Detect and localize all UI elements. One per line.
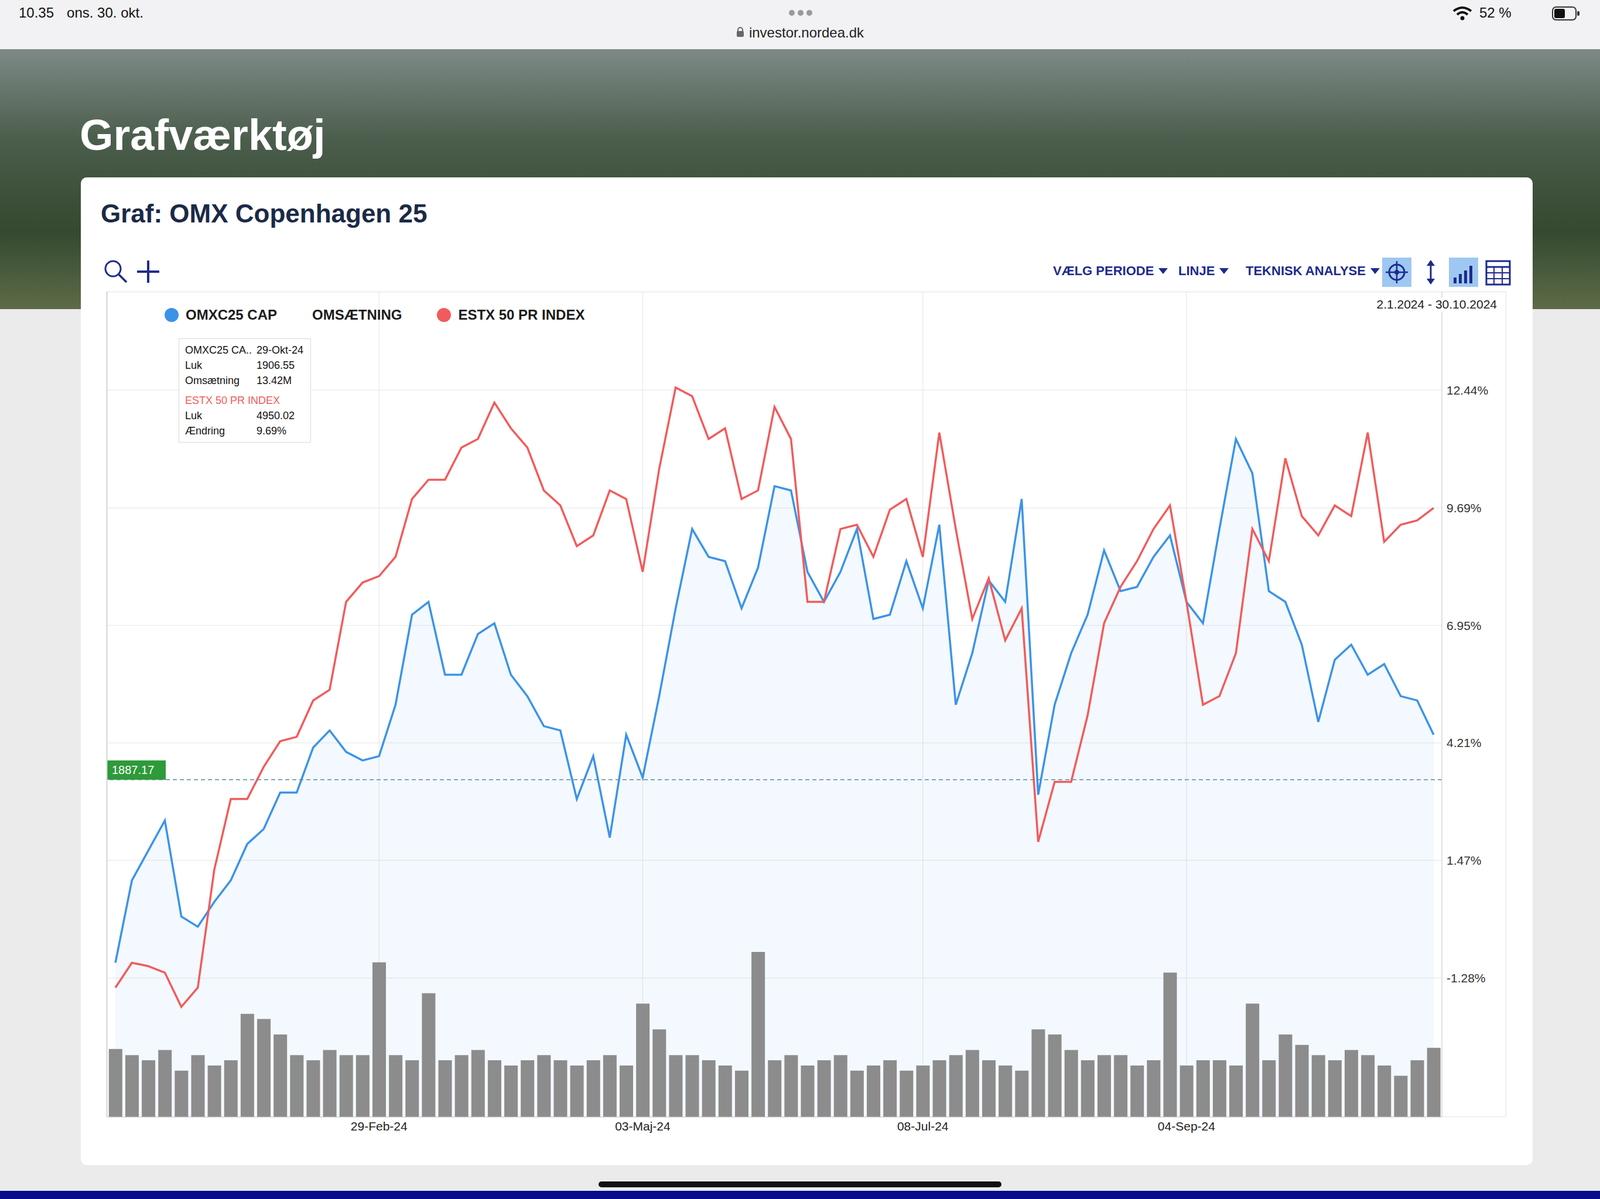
html-text:2.1.2024 - 30.10.2024: 2.1.2024 - 30.10.2024 — [1376, 297, 1497, 311]
html-text:Luk: Luk — [185, 359, 203, 372]
svg-text:1887.17: 1887.17 — [111, 763, 155, 777]
html-text:1906.55: 1906.55 — [256, 359, 295, 372]
html-text:10.35: 10.35 — [18, 4, 54, 21]
html-text:Omsætning: Omsætning — [185, 374, 240, 387]
svg-text:29-Feb-24: 29-Feb-24 — [350, 1119, 408, 1134]
html-text:13.42M: 13.42M — [256, 374, 292, 387]
html-text:TEKNISK ANALYSE: TEKNISK ANALYSE — [1245, 263, 1366, 279]
html-text:OMXC25 CAP: OMXC25 CAP — [185, 306, 278, 323]
svg-text:6.95%: 6.95% — [1446, 619, 1482, 633]
html-text:OMSÆTNING: OMSÆTNING — [312, 306, 402, 323]
html-text:ons. 30. okt.: ons. 30. okt. — [66, 4, 144, 21]
html-text:VÆLG PERIODE: VÆLG PERIODE — [1053, 263, 1154, 279]
html-text:52 %: 52 % — [1479, 4, 1512, 21]
svg-text:03-Maj-24: 03-Maj-24 — [614, 1119, 671, 1134]
html-text:LINJE: LINJE — [1178, 263, 1215, 279]
html-text:Luk: Luk — [185, 409, 203, 422]
svg-text:12.44%: 12.44% — [1446, 383, 1489, 398]
html-text:ESTX 50 PR INDEX: ESTX 50 PR INDEX — [185, 394, 280, 407]
html-text:9.69%: 9.69% — [256, 425, 287, 437]
html-text:Grafværktøj: Grafværktøj — [79, 110, 326, 160]
svg-text:-1.28%: -1.28% — [1446, 971, 1486, 986]
html-text:OMXC25 CA.. 29-Okt-24: OMXC25 CA.. 29-Okt-24 — [185, 344, 304, 357]
svg-text:08-Jul-24: 08-Jul-24 — [897, 1119, 949, 1134]
html-text:Graf: OMX Copenhagen 25: Graf: OMX Copenhagen 25 — [100, 199, 428, 228]
svg-text:4.21%: 4.21% — [1446, 736, 1482, 750]
svg-text:04-Sep-24: 04-Sep-24 — [1157, 1119, 1216, 1134]
html-text:4950.02: 4950.02 — [256, 409, 295, 422]
html-text:ESTX 50 PR INDEX: ESTX 50 PR INDEX — [458, 306, 585, 323]
html-text:investor.nordea.dk: investor.nordea.dk — [748, 24, 864, 41]
html-text:Ændring: Ændring — [185, 425, 225, 437]
svg-text:1.47%: 1.47% — [1446, 853, 1482, 868]
svg-text:9.69%: 9.69% — [1446, 501, 1482, 515]
